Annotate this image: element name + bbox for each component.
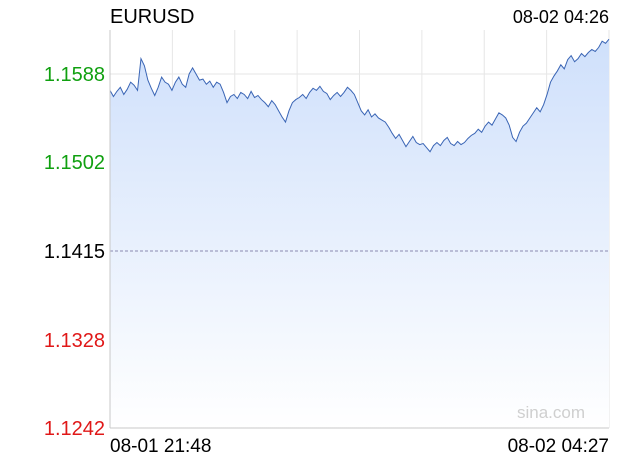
y-tick-label: 1.1588	[44, 64, 105, 86]
x-tick-labels: 08-01 21:48 08-02 04:27	[110, 436, 609, 457]
chart-title: EURUSD	[110, 6, 194, 28]
price-area	[110, 39, 609, 429]
y-tick-label: 1.1242	[44, 418, 105, 440]
y-tick-label: 1.1328	[44, 330, 105, 352]
timestamp-label: 08-02 04:26	[513, 7, 609, 27]
y-tick-labels: 1.1588 1.1502 1.1415 1.1328 1.1242	[44, 64, 105, 440]
y-tick-label: 1.1502	[44, 152, 105, 174]
x-tick-label: 08-01 21:48	[110, 436, 211, 457]
x-tick-label: 08-02 04:27	[508, 436, 609, 457]
y-tick-label: 1.1415	[44, 241, 105, 263]
price-line	[109, 38, 610, 153]
watermark: sina.com	[517, 403, 585, 422]
